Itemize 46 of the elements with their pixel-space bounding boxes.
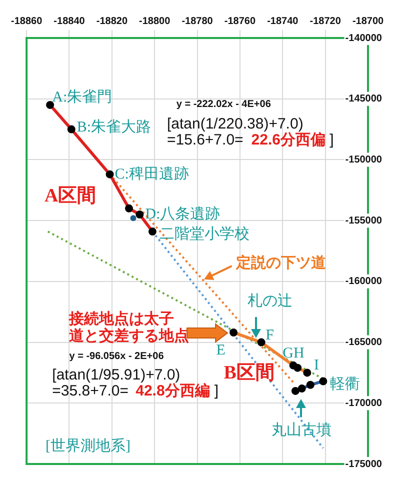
annotation: 42.8分西編 xyxy=(136,382,210,400)
annotation: [atan(1/220.38)+7.0) xyxy=(166,115,304,132)
annotation: 丸山古墳 xyxy=(271,422,332,438)
annotation: 接続地点は太子 xyxy=(69,310,174,328)
x-tick-label: -18840 xyxy=(54,16,86,27)
annotation: [世界測地系] xyxy=(46,438,131,455)
annotation: 札の辻 xyxy=(248,294,293,310)
annotation: 軽衢 xyxy=(330,376,360,393)
annotation: [atan(1/95.91)+7.0) xyxy=(52,366,180,384)
annotation: A:朱雀門 xyxy=(52,90,112,106)
y-tick-label: -170000 xyxy=(345,398,382,409)
y-tick-label: -150000 xyxy=(345,154,382,166)
annotation: C:稗田遺跡 xyxy=(114,166,189,182)
annotation: 22.6分西偏 xyxy=(251,131,326,148)
annotation: D:八条遺跡 xyxy=(145,206,220,222)
annotation: B区間 xyxy=(224,362,274,384)
y-tick-label: -140000 xyxy=(345,32,382,44)
annotation: 二階堂小学校 xyxy=(159,226,250,242)
annotation: I xyxy=(314,358,319,374)
x-tick-label: -18800 xyxy=(139,16,171,27)
x-tick-label: -18780 xyxy=(182,16,214,27)
annotation: ] xyxy=(330,131,334,148)
annotation: E xyxy=(216,342,226,359)
x-tick-label: -18700 xyxy=(352,16,384,27)
x-tick-label: -18760 xyxy=(224,16,256,27)
annotation: GH xyxy=(282,346,304,362)
annotation: =15.6+7.0= xyxy=(166,131,244,148)
annotation: y = -96.056x - 2E+06 xyxy=(69,350,164,362)
x-tick-label: -18820 xyxy=(96,16,128,27)
annotation: A区間 xyxy=(44,186,96,207)
x-tick-label: -18740 xyxy=(267,16,299,27)
annotation: ] xyxy=(214,382,219,400)
annotation: 定説の下ツ道 xyxy=(236,254,326,272)
x-tick-label: -18720 xyxy=(310,16,342,27)
annotation: 道と交差する地点 xyxy=(69,327,190,344)
y-tick-label: -145000 xyxy=(345,94,382,105)
x-tick-label: -18860 xyxy=(11,16,43,27)
y-tick-label: -160000 xyxy=(345,276,382,288)
y-tick-label: -155000 xyxy=(345,215,382,226)
annotation: F xyxy=(266,327,274,344)
annotation: B:朱雀大路 xyxy=(76,120,152,136)
y-tick-label: -165000 xyxy=(345,337,382,348)
annotation: y = -222.02x - 4E+06 xyxy=(176,99,271,110)
y-tick-label: -175000 xyxy=(345,458,382,470)
point xyxy=(130,215,136,222)
annotation: =35.8+7.0= xyxy=(52,382,128,400)
